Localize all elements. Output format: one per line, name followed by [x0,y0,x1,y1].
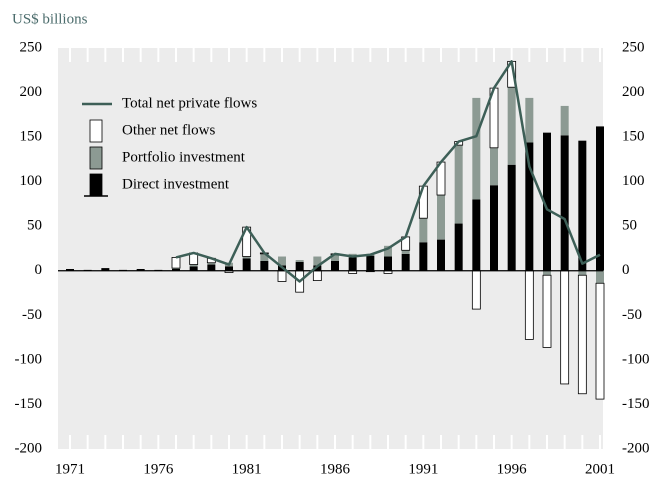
bar [189,264,198,267]
bar [401,253,410,271]
bar [578,270,587,276]
legend-label: Direct investment [122,176,230,192]
bar [366,255,375,271]
x-tick-label: 1996 [497,461,528,477]
bar [525,142,534,271]
bar [277,270,287,282]
bar [278,256,286,266]
bar [471,270,481,310]
y2-tick-label: -50 [622,307,642,323]
bar [207,264,216,271]
y2-tick-label: 200 [622,84,645,100]
bar [578,140,587,271]
bar [312,270,322,281]
bar [525,97,534,143]
bar [560,270,570,385]
bar [384,256,392,271]
x-tick-label: 1991 [408,461,438,477]
bar [595,282,605,400]
y2-tick-label: 250 [622,39,645,55]
bar [419,242,428,271]
y-axis-label: US$ billions [12,11,88,27]
bar [242,258,251,271]
legend-label: Other net flows [122,122,215,138]
x-tick-label: 1976 [143,461,174,477]
x-tick-label: 1971 [55,461,85,477]
y-tick-label: 150 [20,129,43,145]
bar [313,265,322,271]
bar [260,260,269,271]
y-tick-label: 50 [27,218,42,234]
legend-swatch [89,146,103,170]
y-tick-label: -200 [15,440,43,456]
x-tick-label: 1981 [232,461,262,477]
bar [331,260,339,271]
bar [295,261,304,271]
bar [490,147,498,186]
bar [419,218,428,243]
legend-swatch [89,173,103,197]
y2-tick-label: -150 [622,396,650,412]
bar [172,268,180,271]
bar [507,87,516,165]
bar [260,253,269,261]
legend-label: Portfolio investment [122,149,246,165]
bar [66,268,74,271]
y2-tick-label: -200 [622,440,650,456]
y-tick-label: 0 [35,262,43,278]
y-tick-label: 250 [20,39,43,55]
bar [543,132,551,271]
bar [207,262,216,265]
bar [189,266,198,271]
bar [543,270,551,276]
y2-tick-label: 100 [622,173,645,189]
bar [454,223,463,271]
bar [596,270,604,284]
bar [295,260,304,262]
bar [454,145,463,224]
bar [171,257,181,269]
bar [384,245,392,257]
y2-tick-label: -100 [622,351,650,367]
bar [596,126,604,271]
bar [401,250,410,254]
bar [172,268,180,269]
bar [542,274,552,348]
bar [577,274,587,395]
x-tick-label: 1986 [320,461,351,477]
bar [225,266,233,271]
bar [490,185,498,271]
x-tick-label: 2001 [585,461,615,477]
bar [560,105,569,136]
bar [507,164,516,271]
y-tick-label: 200 [20,84,43,100]
bar [331,254,339,261]
y2-tick-label: 50 [622,218,637,234]
bar [437,195,445,240]
bar [560,135,569,271]
legend-label: Total net private flows [122,95,257,111]
legend-swatch [89,119,103,143]
y2-tick-label: 0 [622,262,630,278]
bar [101,268,110,271]
y2-tick-label: 150 [622,129,645,145]
bar [313,256,322,266]
y-tick-label: -100 [15,351,43,367]
y-tick-label: -150 [15,396,43,412]
bar [472,97,481,200]
bar [348,257,357,271]
bar [524,270,534,340]
bar [136,268,145,271]
y-tick-label: 100 [20,173,43,189]
y-tick-label: -50 [22,307,42,323]
bar [242,256,251,259]
bar [437,239,445,271]
bar [472,199,481,271]
line [175,60,601,283]
